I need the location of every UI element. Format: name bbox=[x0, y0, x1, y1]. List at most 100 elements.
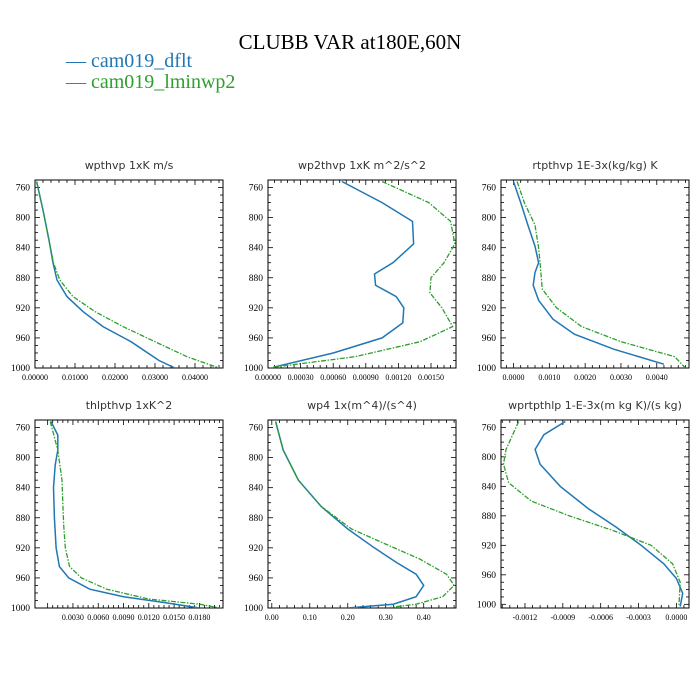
x-tick-label: 0.00090 bbox=[353, 373, 379, 382]
x-tick-label: 0.30 bbox=[379, 613, 393, 622]
x-tick-label: 0.00030 bbox=[288, 373, 314, 382]
x-tick-label: 0.0180 bbox=[188, 613, 210, 622]
y-tick-label: 800 bbox=[482, 214, 497, 224]
y-tick-label: 800 bbox=[249, 454, 264, 464]
y-tick-label: 880 bbox=[249, 274, 264, 284]
series-line-dflt bbox=[534, 420, 684, 607]
y-tick-label: 880 bbox=[16, 514, 31, 524]
y-tick-label: 880 bbox=[249, 514, 264, 524]
plot-title: thlpthvp 1xK^2 bbox=[86, 399, 173, 412]
y-tick-label: 1000 bbox=[11, 604, 30, 614]
x-tick-label: -0.0006 bbox=[588, 613, 613, 622]
plot-frame bbox=[267, 419, 457, 609]
x-tick-label: 0.0150 bbox=[163, 613, 185, 622]
y-tick-label: 760 bbox=[249, 424, 264, 434]
x-tick-label: 0.00120 bbox=[385, 373, 411, 382]
plot-title: rtpthvp 1E-3x(kg/kg) K bbox=[532, 159, 658, 172]
plot-title: wp4 1x(m^4)/(s^4) bbox=[307, 399, 417, 412]
plot-panel-3: rtpthvp 1E-3x(kg/kg) K 760 800 840 880 920 960… bbox=[477, 159, 690, 382]
y-tick-label: 960 bbox=[249, 334, 264, 344]
x-tick-label: 0.0040 bbox=[646, 373, 668, 382]
x-tick-label: 0.0030 bbox=[62, 613, 84, 622]
x-tick-label: -0.0012 bbox=[513, 613, 538, 622]
y-tick-label: 840 bbox=[482, 482, 497, 492]
series-line-lminwp2 bbox=[35, 181, 220, 368]
legend-entry-lminwp2: — cam019_lminwp2 bbox=[66, 71, 236, 93]
y-tick-label: 800 bbox=[16, 454, 31, 464]
x-tick-label: -0.0003 bbox=[626, 613, 651, 622]
x-tick-label: 0.02000 bbox=[102, 373, 128, 382]
x-tick-label: 0.0060 bbox=[87, 613, 109, 622]
page-title: CLUBB VAR at180E,60N bbox=[238, 30, 462, 54]
series-line-dflt bbox=[274, 421, 425, 608]
x-tick-label: 0.01000 bbox=[62, 373, 88, 382]
y-tick-label: 920 bbox=[482, 304, 497, 314]
plot-panel-1: wpthvp 1xK m/s 760 800 840 880 920 960 10000.00… bbox=[11, 159, 224, 382]
y-tick-label: 840 bbox=[249, 244, 264, 254]
x-tick-label: 0.0120 bbox=[138, 613, 160, 622]
y-tick-label: 880 bbox=[482, 512, 497, 522]
x-tick-label: 0.0000 bbox=[503, 373, 525, 382]
x-tick-label: -0.0009 bbox=[550, 613, 575, 622]
y-tick-label: 960 bbox=[16, 574, 31, 584]
x-tick-label: 0.0030 bbox=[610, 373, 632, 382]
y-tick-label: 1000 bbox=[244, 364, 263, 374]
x-tick-label: 0.0020 bbox=[574, 373, 596, 382]
x-tick-label: 0.00060 bbox=[320, 373, 346, 382]
series-line-lminwp2 bbox=[274, 421, 455, 608]
plot-title: wprtpthlp 1-E-3x(m kg K)/(s kg) bbox=[508, 399, 682, 412]
series-line-dflt bbox=[512, 181, 665, 365]
plot-panel-6: wprtpthlp 1-E-3x(m kg K)/(s kg) 760 800 840… bbox=[477, 399, 690, 622]
plot-panel-5: wp4 1x(m^4)/(s^4)76080084088092096010000… bbox=[244, 399, 457, 622]
y-tick-label: 840 bbox=[482, 244, 497, 254]
y-tick-label: 1000 bbox=[244, 604, 263, 614]
plot-frame bbox=[500, 179, 690, 369]
y-tick-label: 920 bbox=[249, 304, 264, 314]
legend-entry-dflt: — cam019_dflt bbox=[66, 50, 193, 72]
plot-panel-2: wp2thvp 1xK m^2/s^2 760 800 840 880 920 960 100… bbox=[244, 159, 457, 382]
y-tick-label: 920 bbox=[16, 544, 31, 554]
series-line-dflt bbox=[273, 180, 415, 368]
y-tick-label: 760 bbox=[16, 424, 31, 434]
y-tick-label: 880 bbox=[482, 274, 497, 284]
plot-panel-4: thlpthvp 1xK^2 760 800 840 880 920 960 1000 0.00… bbox=[11, 399, 224, 622]
y-tick-label: 960 bbox=[482, 334, 497, 344]
series-line-lminwp2 bbox=[273, 180, 456, 368]
y-tick-label: 960 bbox=[249, 574, 264, 584]
series-line-dflt bbox=[50, 421, 200, 608]
y-tick-label: 920 bbox=[482, 541, 497, 551]
plot-frame bbox=[500, 419, 690, 609]
y-tick-label: 840 bbox=[16, 484, 31, 494]
series-line-lminwp2 bbox=[502, 421, 681, 607]
x-tick-label: 0.00000 bbox=[22, 373, 48, 382]
y-tick-label: 800 bbox=[249, 214, 264, 224]
x-tick-label: 0.00000 bbox=[255, 373, 281, 382]
x-tick-label: 0.03000 bbox=[142, 373, 168, 382]
y-tick-label: 920 bbox=[249, 544, 264, 554]
plot-frame bbox=[34, 419, 224, 609]
series-line-lminwp2 bbox=[49, 421, 221, 608]
y-tick-label: 800 bbox=[16, 214, 31, 224]
x-tick-label: 0.0090 bbox=[113, 613, 135, 622]
x-tick-label: 0.0010 bbox=[538, 373, 560, 382]
x-tick-label: 0.00 bbox=[265, 613, 279, 622]
plot-frame bbox=[34, 179, 224, 369]
plot-title: wp2thvp 1xK m^2/s^2 bbox=[298, 159, 426, 172]
x-tick-label: 0.0000 bbox=[665, 613, 687, 622]
series-line-lminwp2 bbox=[516, 181, 686, 368]
y-tick-label: 1000 bbox=[477, 364, 496, 374]
y-tick-label: 960 bbox=[482, 571, 497, 581]
x-tick-label: 0.04000 bbox=[182, 373, 208, 382]
plot-title: wpthvp 1xK m/s bbox=[85, 159, 174, 172]
y-tick-label: 1000 bbox=[11, 364, 30, 374]
y-tick-label: 1000 bbox=[477, 600, 496, 610]
y-tick-label: 760 bbox=[249, 184, 264, 194]
x-tick-label: 0.00150 bbox=[418, 373, 444, 382]
y-tick-label: 840 bbox=[16, 244, 31, 254]
y-tick-label: 760 bbox=[482, 184, 497, 194]
y-tick-label: 760 bbox=[16, 184, 31, 194]
x-tick-label: 0.20 bbox=[341, 613, 355, 622]
y-tick-label: 760 bbox=[482, 423, 497, 433]
plot-frame bbox=[267, 179, 457, 369]
